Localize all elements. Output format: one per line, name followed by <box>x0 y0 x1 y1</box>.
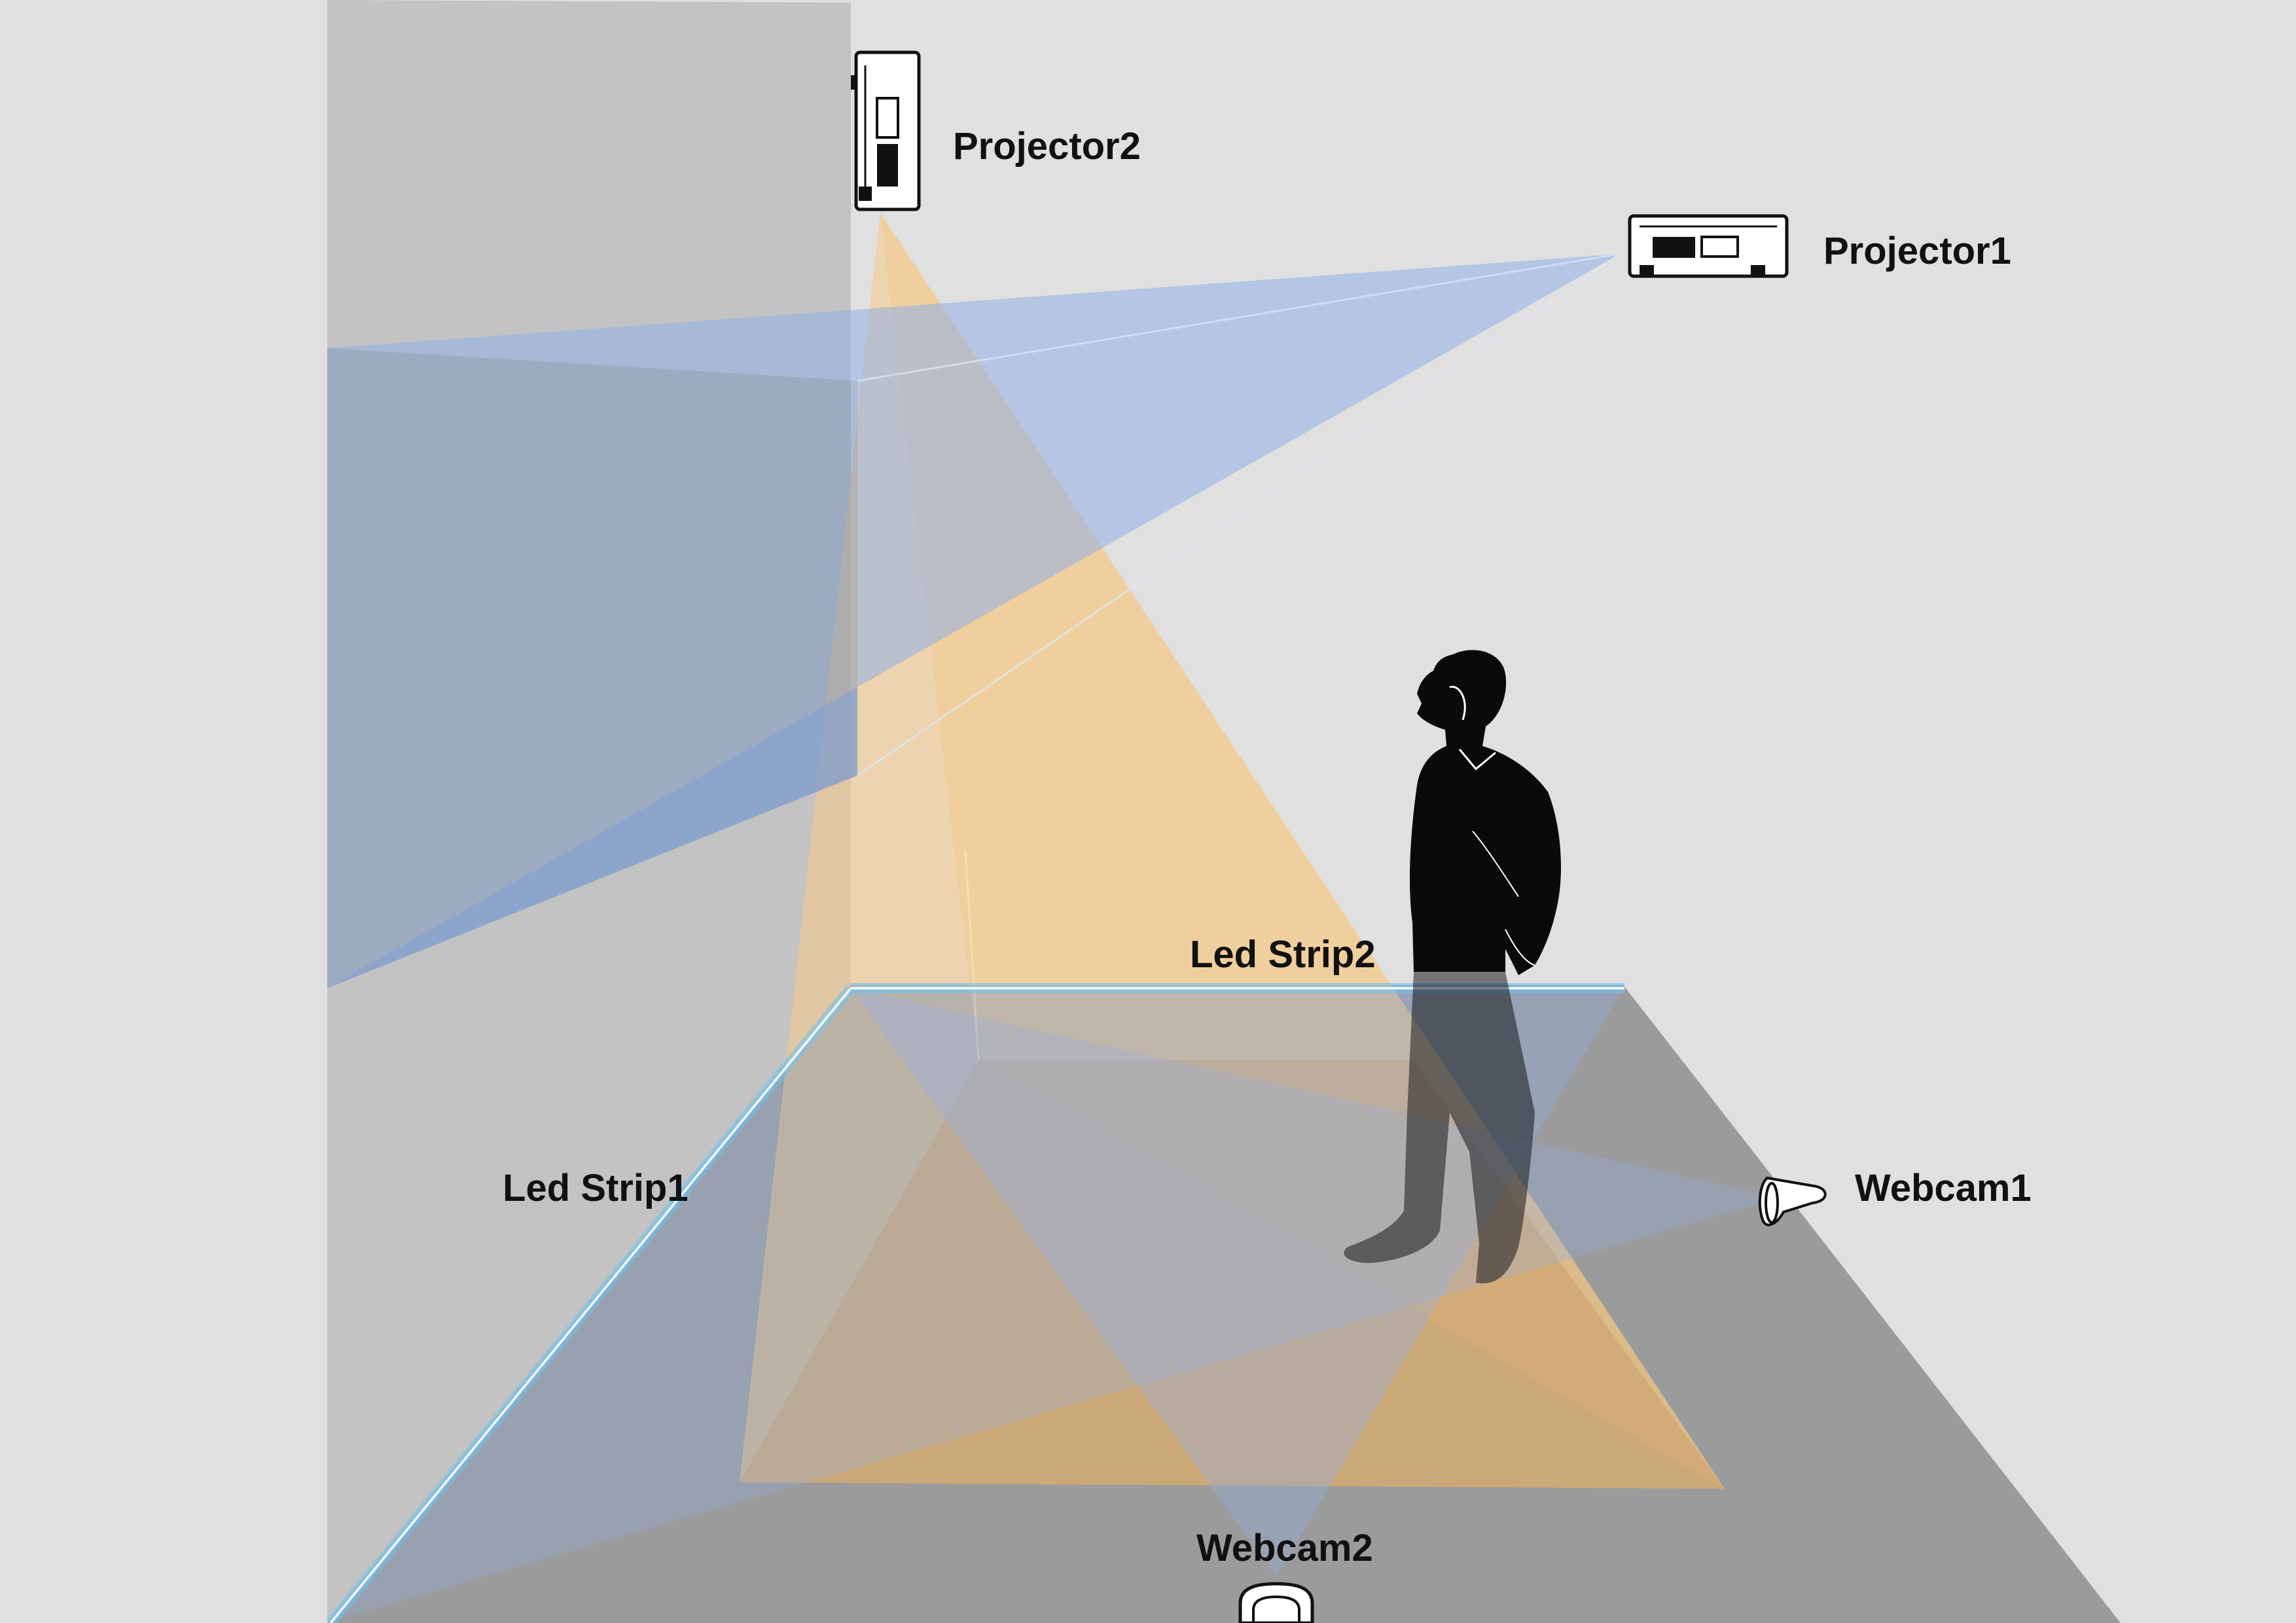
projector1-beam <box>327 253 1621 988</box>
webcam1-label: Webcam1 <box>1855 1167 2032 1209</box>
webcam2-label: Webcam2 <box>1196 1527 1373 1569</box>
person-silhouette <box>1344 650 1561 1283</box>
projector2-icon <box>851 50 921 211</box>
webcam1-icon <box>1758 1176 1827 1226</box>
side-wall <box>327 0 851 1623</box>
led-strip1 <box>326 984 855 1623</box>
projector1-icon <box>1628 214 1789 278</box>
projector2-label: Projector2 <box>953 125 1141 168</box>
led-strip2-label: Led Strip2 <box>1190 933 1376 976</box>
webcam2-icon <box>1238 1582 1314 1623</box>
led-strip1-label: Led Strip1 <box>503 1167 689 1209</box>
projector1-label: Projector1 <box>1823 230 2011 272</box>
